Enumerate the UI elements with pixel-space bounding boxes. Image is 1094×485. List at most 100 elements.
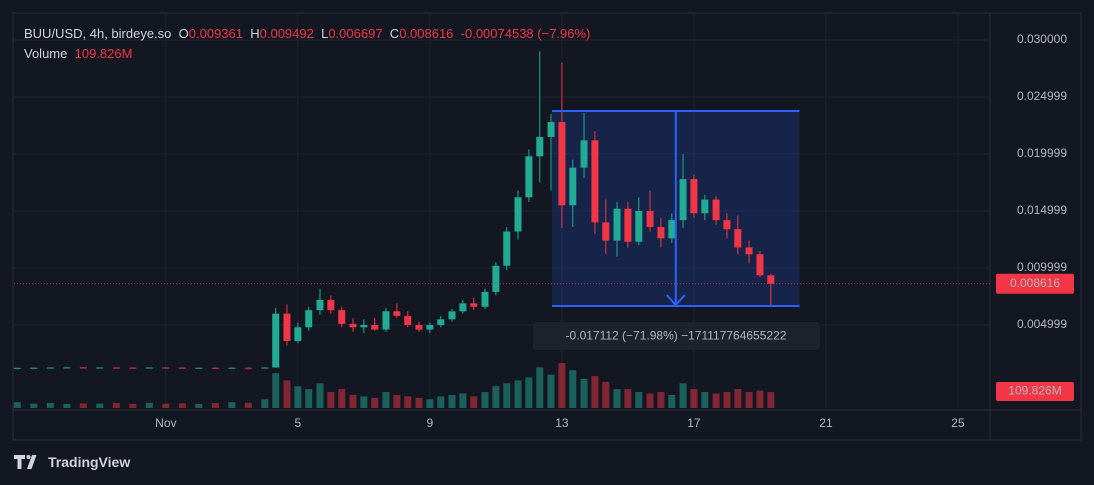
candle-body (272, 313, 280, 368)
candle-body (228, 367, 236, 369)
candle-body (503, 231, 511, 266)
candle-body (305, 310, 313, 328)
candle-body (316, 299, 324, 311)
candle-body (294, 327, 302, 341)
volume-label: Volume (24, 46, 68, 61)
candle-body (338, 310, 346, 324)
volume-bar (244, 402, 252, 408)
candle-body (244, 367, 252, 369)
candle-body (690, 179, 698, 214)
open-label: O (178, 26, 189, 41)
volume-bar (426, 399, 434, 408)
legend-header: BUU/USD, 4h, birdeye.so O0.009361 H0.009… (24, 24, 590, 64)
volume-bar (503, 383, 511, 408)
volume-bar (162, 403, 170, 408)
candle-body (46, 367, 54, 369)
candle-body (162, 367, 170, 369)
y-tick-label: 0.004999 (1017, 317, 1067, 331)
candle-body (371, 324, 379, 330)
volume-bar (261, 399, 269, 408)
candle-body (327, 299, 335, 311)
branding: TradingView (14, 454, 130, 470)
volume-bar (393, 394, 401, 408)
candle-body (547, 122, 555, 137)
brand-logo (14, 455, 37, 469)
candle-body (525, 156, 533, 198)
y-tick-label: 0.014999 (1017, 203, 1067, 217)
volume-bar (283, 380, 291, 408)
candle-body (613, 208, 621, 241)
candle-body (261, 367, 269, 369)
candle-body (178, 367, 186, 369)
volume-bar (470, 396, 478, 408)
volume-bar (624, 389, 632, 408)
candle-body (492, 265, 500, 292)
y-tick-label: 0.024999 (1017, 89, 1067, 103)
candle-body (767, 275, 775, 284)
y-tick-label: 0.019999 (1017, 146, 1067, 160)
symbol: BUU/USD, 4h, birdeye.so (24, 26, 172, 41)
candle-body (745, 247, 753, 255)
volume-bar (30, 403, 38, 408)
candle-body (283, 313, 291, 341)
volume-bar (701, 392, 709, 408)
volume-bar (272, 373, 280, 408)
high-label: H (250, 26, 260, 41)
volume-bar (294, 386, 302, 408)
volume-bar (481, 392, 489, 408)
candle-body (602, 222, 610, 241)
x-tick-label: 9 (427, 416, 434, 430)
measure-label-bg (533, 322, 820, 351)
volume-bar (46, 402, 54, 408)
candle-body (382, 311, 390, 330)
candle-body (536, 136, 544, 157)
volume-bar (349, 394, 357, 408)
open-value: 0.009361 (188, 26, 243, 41)
candle-body (481, 291, 489, 307)
x-tick-label: 17 (687, 416, 701, 430)
candle-body (145, 367, 153, 369)
volume-bar (415, 397, 423, 408)
candle-body (657, 226, 665, 239)
volume-bar (635, 392, 643, 408)
volume-bar (668, 394, 676, 408)
x-tick-label: 21 (819, 416, 833, 430)
measure-label: -0.017112 (−71.98%) −171117764655222 (566, 329, 787, 343)
volume-bar (316, 383, 324, 408)
x-tick-label: 13 (555, 416, 569, 430)
volume-bar (178, 403, 186, 408)
candle-body (393, 311, 401, 316)
volume-bar (734, 389, 742, 408)
volume-bar (13, 402, 21, 408)
candle-body (448, 311, 456, 320)
candle-body (514, 197, 522, 232)
measure-arrowhead (666, 294, 686, 307)
change: -0.00074538 (−7.96%) (460, 26, 591, 41)
volume-bar (525, 377, 533, 408)
last-price-tag (996, 273, 1074, 294)
volume-bar (657, 392, 665, 408)
volume-bar (613, 389, 621, 408)
y-tick-label: 0.009999 (1017, 260, 1067, 274)
chart: 0.030000 0.024999 0.019999 0.014999 0.009999… (12, 12, 1082, 441)
candle-body (96, 367, 104, 369)
volume-bar (536, 367, 544, 408)
low-label: L (321, 26, 329, 41)
candle-body (591, 140, 599, 223)
volume-bar (382, 392, 390, 408)
volume-bar (580, 378, 588, 408)
candle-body (79, 367, 87, 369)
volume-bar (112, 403, 120, 408)
candle-body (624, 208, 632, 242)
volume-bar (558, 363, 566, 408)
candle-body (635, 210, 643, 242)
volume-bar (437, 396, 445, 408)
volume-bar (228, 402, 236, 408)
candle-body (580, 140, 588, 168)
volume-bar (569, 370, 577, 408)
low-value: 0.006697 (328, 26, 383, 41)
volume-bar (690, 389, 698, 408)
candle-body (558, 122, 566, 206)
candle-body (426, 324, 434, 330)
